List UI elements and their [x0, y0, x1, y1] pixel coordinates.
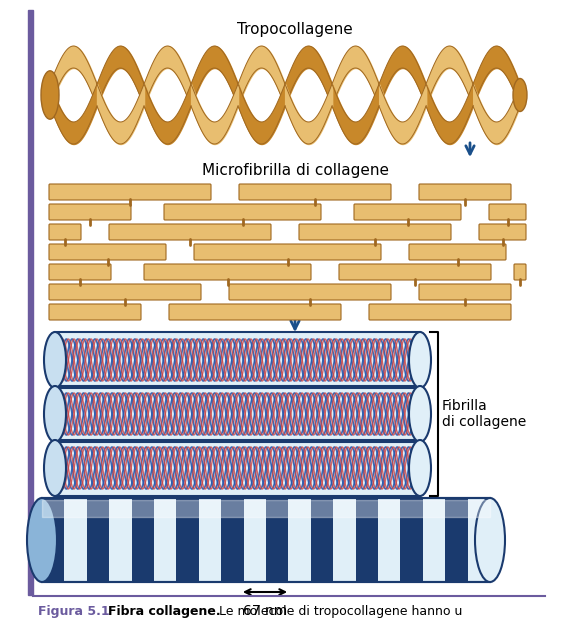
- FancyBboxPatch shape: [49, 244, 166, 260]
- FancyBboxPatch shape: [514, 264, 526, 280]
- FancyBboxPatch shape: [49, 264, 111, 280]
- Bar: [333, 498, 356, 582]
- FancyBboxPatch shape: [169, 304, 341, 320]
- Bar: [468, 498, 491, 582]
- Bar: [400, 498, 423, 582]
- FancyBboxPatch shape: [354, 204, 461, 220]
- Bar: [154, 498, 177, 582]
- FancyBboxPatch shape: [489, 204, 526, 220]
- Bar: [65, 498, 87, 582]
- Bar: [87, 498, 110, 582]
- FancyBboxPatch shape: [299, 224, 451, 240]
- Text: Le molecole di tropocollagene hanno u: Le molecole di tropocollagene hanno u: [215, 605, 463, 619]
- Text: Figura 5.1: Figura 5.1: [38, 605, 110, 619]
- FancyBboxPatch shape: [49, 284, 201, 300]
- Bar: [42, 498, 490, 582]
- Bar: [221, 498, 244, 582]
- Bar: [55, 440, 420, 496]
- Ellipse shape: [409, 386, 431, 442]
- Bar: [378, 498, 401, 582]
- Text: Fibrilla
di collagene: Fibrilla di collagene: [442, 399, 526, 429]
- FancyBboxPatch shape: [409, 244, 506, 260]
- Bar: [55, 332, 420, 388]
- FancyBboxPatch shape: [164, 204, 321, 220]
- Bar: [266, 498, 289, 582]
- Text: Fibra di collagene: Fibra di collagene: [173, 485, 307, 500]
- Ellipse shape: [409, 332, 431, 388]
- Ellipse shape: [41, 71, 59, 119]
- Text: Microfibrilla di collagene: Microfibrilla di collagene: [202, 163, 388, 178]
- Bar: [243, 498, 266, 582]
- Bar: [176, 498, 200, 582]
- FancyBboxPatch shape: [369, 304, 511, 320]
- FancyBboxPatch shape: [49, 184, 211, 200]
- FancyBboxPatch shape: [194, 244, 381, 260]
- FancyBboxPatch shape: [229, 284, 391, 300]
- Ellipse shape: [513, 78, 527, 112]
- FancyBboxPatch shape: [479, 224, 526, 240]
- Bar: [42, 498, 65, 582]
- Bar: [28, 10, 33, 595]
- Bar: [132, 498, 155, 582]
- Ellipse shape: [27, 498, 57, 582]
- FancyBboxPatch shape: [339, 264, 491, 280]
- FancyBboxPatch shape: [49, 204, 131, 220]
- Bar: [311, 498, 334, 582]
- FancyBboxPatch shape: [49, 224, 81, 240]
- Bar: [199, 498, 221, 582]
- FancyBboxPatch shape: [239, 184, 391, 200]
- Bar: [109, 498, 132, 582]
- Bar: [423, 498, 446, 582]
- FancyBboxPatch shape: [419, 184, 511, 200]
- FancyBboxPatch shape: [419, 284, 511, 300]
- Bar: [288, 498, 311, 582]
- Text: Tropocollagene: Tropocollagene: [237, 22, 353, 37]
- Ellipse shape: [44, 386, 66, 442]
- FancyBboxPatch shape: [49, 304, 141, 320]
- Ellipse shape: [475, 498, 505, 582]
- FancyBboxPatch shape: [144, 264, 311, 280]
- Ellipse shape: [44, 440, 66, 496]
- Text: 67 nm: 67 nm: [243, 604, 287, 618]
- Bar: [55, 386, 420, 442]
- Bar: [356, 498, 378, 582]
- Text: Fibra collagene.: Fibra collagene.: [108, 605, 221, 619]
- Ellipse shape: [409, 440, 431, 496]
- Ellipse shape: [44, 332, 66, 388]
- FancyBboxPatch shape: [109, 224, 271, 240]
- Bar: [445, 498, 468, 582]
